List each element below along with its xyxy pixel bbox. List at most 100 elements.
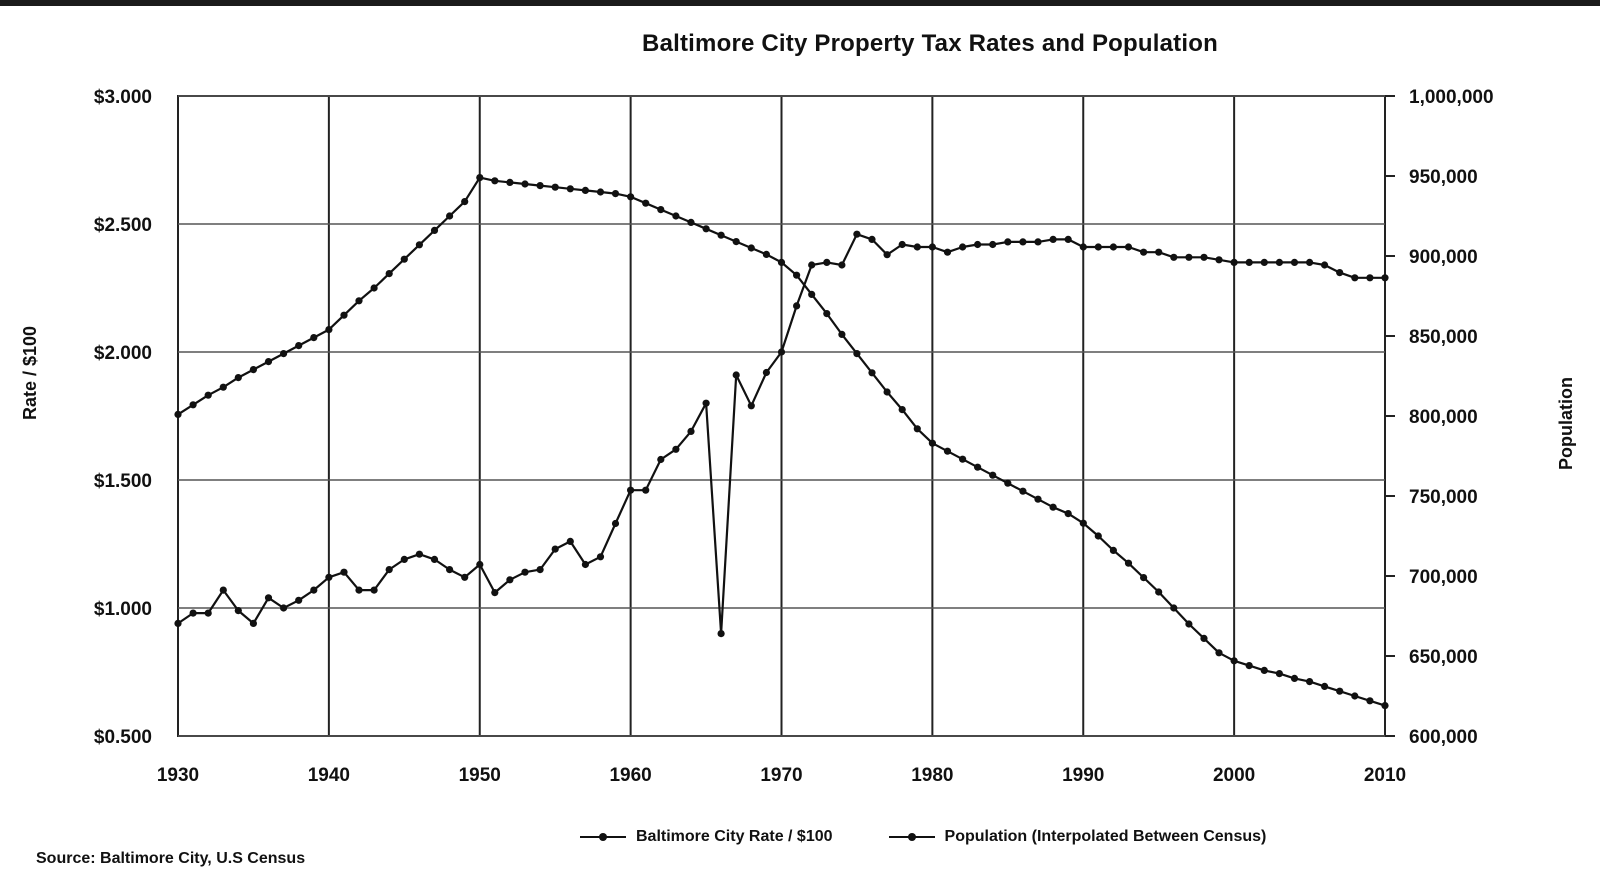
data-point-population bbox=[1155, 588, 1163, 596]
data-point-population bbox=[702, 225, 710, 233]
data-point-rate bbox=[642, 486, 650, 494]
top-border-rule bbox=[0, 0, 1600, 6]
data-point-population bbox=[189, 401, 197, 409]
data-point-population bbox=[581, 186, 590, 194]
data-point-population bbox=[204, 391, 212, 399]
data-point-rate bbox=[687, 427, 695, 435]
data-point-rate bbox=[959, 243, 967, 251]
legend: Baltimore City Rate / $100 Population (I… bbox=[580, 828, 1266, 846]
data-point-rate bbox=[627, 486, 635, 494]
data-point-population bbox=[340, 311, 348, 319]
data-point-population bbox=[1366, 697, 1374, 705]
data-point-rate bbox=[1366, 274, 1374, 282]
data-point-population bbox=[883, 388, 891, 396]
data-point-population bbox=[249, 366, 257, 374]
data-point-population bbox=[295, 342, 303, 350]
data-point-population bbox=[611, 190, 620, 198]
data-point-population bbox=[777, 258, 786, 266]
data-point-rate bbox=[762, 368, 771, 377]
data-point-rate bbox=[370, 586, 378, 594]
data-point-rate bbox=[264, 594, 273, 602]
data-point-rate bbox=[1275, 258, 1283, 266]
data-point-population bbox=[491, 177, 499, 185]
data-point-population bbox=[928, 439, 937, 447]
data-point-rate bbox=[672, 445, 680, 453]
data-point-population bbox=[476, 174, 484, 182]
data-point-rate bbox=[1200, 253, 1208, 261]
y-right-tick-label: 900,000 bbox=[1409, 247, 1478, 268]
data-point-rate bbox=[234, 607, 242, 615]
data-point-rate bbox=[249, 619, 257, 628]
y-right-tick-label: 600,000 bbox=[1409, 727, 1478, 748]
data-point-population bbox=[762, 250, 771, 258]
data-point-population bbox=[551, 183, 559, 191]
data-point-rate bbox=[340, 568, 348, 576]
y-left-tick-label: $2.000 bbox=[94, 343, 152, 364]
data-point-rate bbox=[536, 566, 544, 574]
data-point-rate bbox=[898, 240, 906, 249]
data-point-population bbox=[1260, 666, 1268, 675]
data-point-population bbox=[1336, 687, 1344, 695]
data-point-rate bbox=[943, 248, 952, 256]
data-point-population bbox=[1275, 670, 1283, 678]
data-point-population bbox=[959, 455, 967, 463]
data-point-rate bbox=[280, 604, 288, 612]
x-tick-label: 2000 bbox=[1213, 765, 1255, 786]
data-point-rate bbox=[1004, 238, 1012, 246]
data-point-rate bbox=[1109, 243, 1117, 251]
data-point-rate bbox=[1321, 261, 1329, 269]
data-point-population bbox=[1306, 678, 1314, 686]
data-point-population bbox=[642, 199, 650, 207]
data-point-population bbox=[717, 231, 725, 239]
data-point-population bbox=[1019, 487, 1027, 495]
data-point-rate bbox=[657, 455, 665, 464]
data-point-population bbox=[808, 290, 816, 298]
data-point-rate bbox=[883, 251, 891, 259]
data-point-rate bbox=[355, 586, 363, 594]
data-point-rate bbox=[581, 560, 590, 569]
data-point-rate bbox=[717, 630, 725, 638]
data-point-rate bbox=[1170, 253, 1178, 261]
data-point-rate bbox=[838, 261, 846, 269]
data-point-population bbox=[793, 271, 801, 279]
data-point-population bbox=[1245, 662, 1253, 670]
data-point-rate bbox=[461, 573, 469, 581]
data-point-population bbox=[325, 326, 333, 334]
legend-item-population: Population (Interpolated Between Census) bbox=[888, 828, 1267, 846]
data-point-rate bbox=[1230, 258, 1238, 266]
y-right-tick-label: 750,000 bbox=[1409, 487, 1478, 508]
data-point-population bbox=[943, 447, 952, 455]
data-point-population bbox=[521, 180, 529, 188]
data-point-rate bbox=[1260, 258, 1268, 266]
data-point-population bbox=[566, 185, 574, 193]
data-point-rate bbox=[1079, 243, 1087, 251]
y-right-tick-label: 700,000 bbox=[1409, 567, 1478, 588]
data-point-rate bbox=[611, 519, 620, 528]
data-point-rate bbox=[1290, 258, 1299, 266]
data-point-population bbox=[1004, 479, 1012, 487]
data-point-population bbox=[415, 241, 423, 249]
legend-label-rate: Baltimore City Rate / $100 bbox=[636, 828, 833, 845]
data-point-population bbox=[868, 369, 876, 377]
data-point-rate bbox=[189, 609, 197, 617]
y-left-tick-label: $3.000 bbox=[94, 87, 152, 108]
data-point-population bbox=[385, 270, 393, 278]
data-point-rate bbox=[446, 566, 454, 574]
y-left-tick-label: $2.500 bbox=[94, 215, 152, 236]
data-point-rate bbox=[1155, 248, 1163, 256]
data-point-rate bbox=[974, 240, 982, 249]
data-point-rate bbox=[491, 589, 499, 597]
data-point-rate bbox=[1034, 238, 1042, 246]
data-point-population bbox=[687, 218, 695, 226]
y-right-tick-label: 800,000 bbox=[1409, 407, 1478, 428]
data-point-rate bbox=[325, 573, 333, 581]
data-point-rate bbox=[1215, 256, 1223, 264]
data-point-population bbox=[370, 284, 378, 292]
data-point-rate bbox=[1185, 253, 1193, 261]
data-point-population bbox=[536, 182, 544, 190]
data-point-rate bbox=[1381, 274, 1389, 282]
legend-label-population: Population (Interpolated Between Census) bbox=[944, 828, 1267, 845]
data-point-population bbox=[506, 178, 514, 186]
data-point-population bbox=[672, 212, 680, 220]
data-point-rate bbox=[415, 550, 423, 558]
